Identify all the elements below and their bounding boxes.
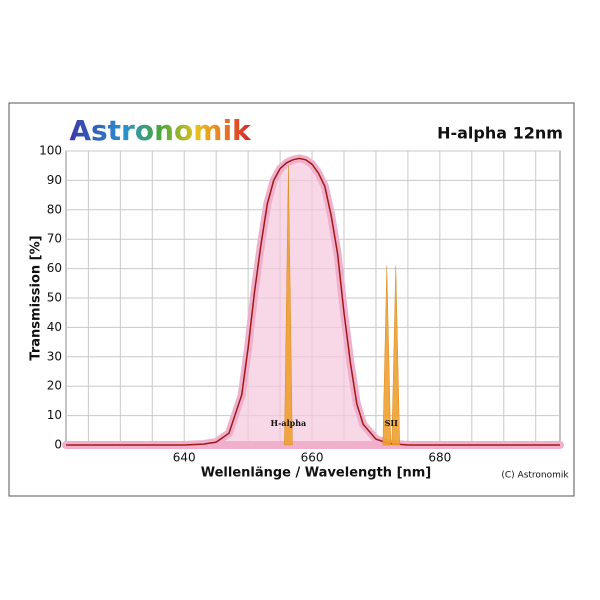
y-tick-label: 100: [39, 144, 62, 158]
chart-title: H-alpha 12nm: [437, 124, 563, 143]
emission-label: H-alpha: [271, 418, 307, 428]
y-tick-label: 70: [47, 232, 62, 246]
transmission-curve: [66, 157, 560, 446]
x-tick-label: 680: [428, 451, 451, 465]
y-tick-label: 80: [47, 202, 62, 216]
y-axis-label: Transmission [%]: [29, 235, 44, 360]
y-tick-label: 50: [47, 291, 62, 305]
logo: Astronomik: [69, 114, 252, 147]
emission-line: [284, 165, 293, 446]
y-tick-label: 90: [47, 173, 62, 187]
y-tick-label: 60: [47, 261, 62, 275]
emission-label: SII: [385, 418, 399, 428]
emission-line: [382, 265, 392, 446]
emission-line: [391, 265, 401, 446]
x-tick-label: 640: [173, 451, 196, 465]
copyright: (C) Astronomik: [501, 471, 569, 481]
y-tick-label: 30: [47, 349, 62, 363]
y-tick-label: 10: [47, 408, 62, 422]
x-tick-label: 660: [301, 451, 324, 465]
y-tick-label: 20: [47, 379, 62, 393]
y-tick-label: 0: [54, 438, 62, 452]
y-tick-label: 40: [47, 320, 62, 334]
x-axis-label: Wellenlänge / Wavelength [nm]: [201, 466, 432, 481]
